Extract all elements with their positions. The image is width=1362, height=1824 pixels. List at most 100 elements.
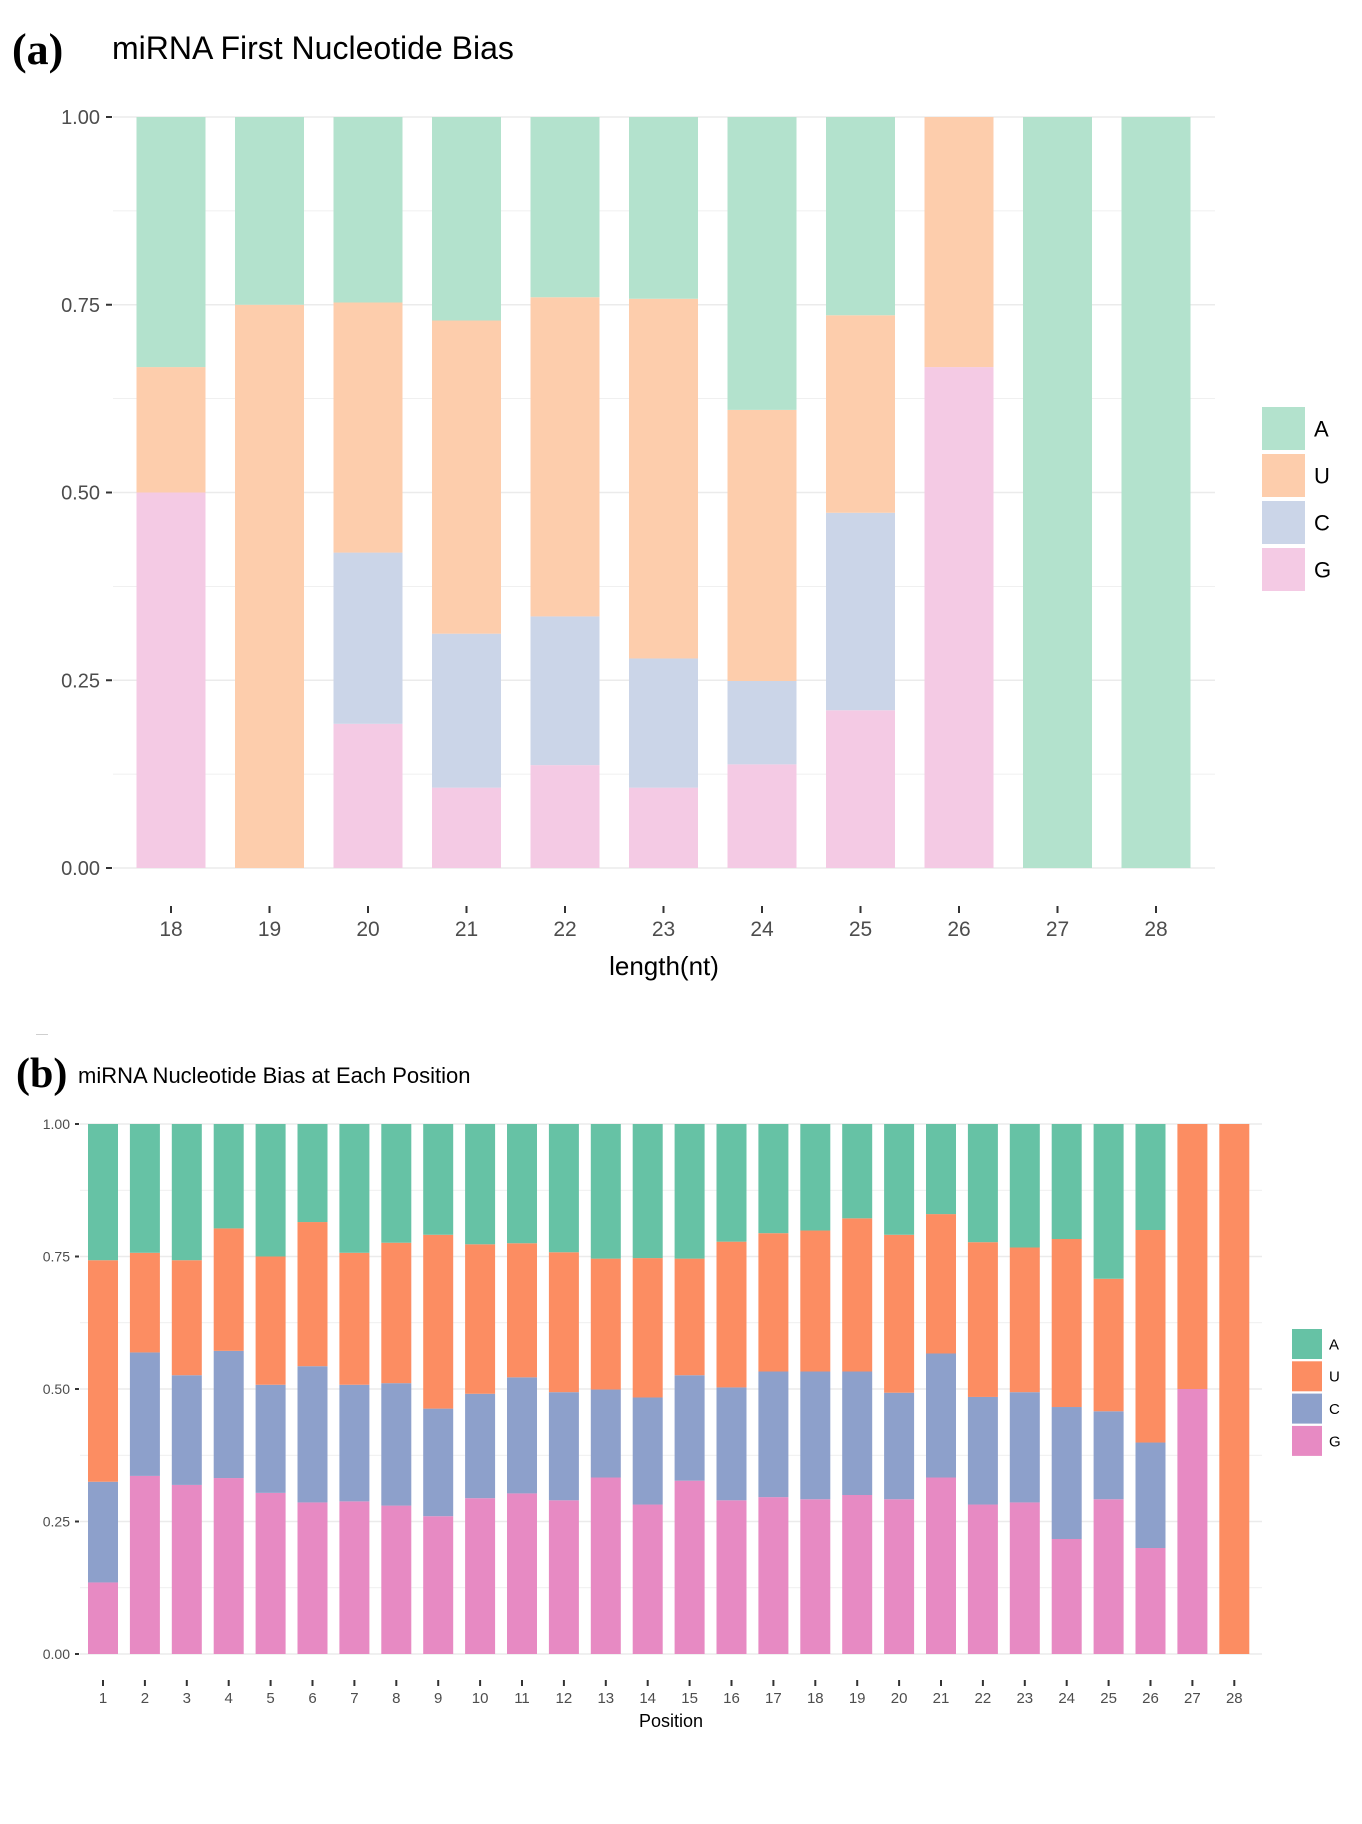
- x-tick-label: 25: [849, 918, 872, 941]
- bar-segment-c: [629, 658, 698, 788]
- bar-segment-a: [926, 1124, 956, 1215]
- bar-segment-a: [255, 1124, 286, 1257]
- bar-segment-a: [297, 1124, 328, 1223]
- bar-segment-c: [632, 1397, 663, 1505]
- bar-segment-u: [1219, 1124, 1250, 1654]
- x-tick-label: 7: [350, 1690, 358, 1707]
- bar-segment-a: [465, 1124, 496, 1245]
- bar-segment-a: [716, 1124, 747, 1242]
- x-tick-label: 13: [597, 1690, 614, 1707]
- bar-segment-a: [88, 1124, 118, 1261]
- bar-segment-g: [213, 1478, 244, 1654]
- bar-segment-g: [297, 1502, 328, 1654]
- x-tick-label: 24: [750, 918, 774, 941]
- legend-key-a: [1292, 1329, 1322, 1359]
- bar-segment-a: [171, 1124, 202, 1261]
- bar-segment-a: [800, 1124, 831, 1231]
- y-tick-label: 0.75: [61, 295, 100, 317]
- legend-label: U: [1314, 463, 1330, 488]
- bar-segment-c: [381, 1383, 412, 1506]
- bar-segment-u: [674, 1258, 705, 1376]
- legend-key-g: [1292, 1425, 1322, 1456]
- bar-segment-c: [129, 1352, 160, 1476]
- bar-segment-a: [1093, 1124, 1124, 1279]
- bar-segment-u: [967, 1242, 998, 1397]
- y-tick-label: 0.00: [43, 1646, 70, 1662]
- x-tick-label: 18: [807, 1690, 824, 1707]
- bar-segment-g: [423, 1516, 454, 1654]
- x-tick-label: 19: [849, 1690, 866, 1707]
- bar-segment-u: [297, 1222, 328, 1367]
- bar-segment-a: [629, 117, 698, 299]
- y-tick-label: 1.00: [61, 107, 100, 129]
- bar-segment-u: [1009, 1247, 1040, 1393]
- bar-segment-a: [235, 117, 304, 305]
- bar-segment-c: [727, 681, 797, 765]
- bar-segment-a: [1023, 117, 1092, 868]
- bar-segment-a: [884, 1124, 915, 1235]
- x-tick-label: 11: [514, 1690, 530, 1707]
- bar-segment-g: [1009, 1502, 1040, 1654]
- bar-segment-a: [1009, 1124, 1040, 1248]
- bar-segment-u: [507, 1243, 537, 1378]
- y-tick-label: 0.50: [61, 483, 100, 505]
- bar-segment-g: [800, 1499, 831, 1654]
- bar-segment-a: [423, 1124, 454, 1235]
- x-tick-label: 28: [1144, 918, 1167, 941]
- bar-segment-g: [884, 1499, 915, 1654]
- bar-segment-a: [432, 117, 501, 321]
- y-tick-label: 0.00: [61, 858, 100, 880]
- x-tick-label: 20: [356, 918, 379, 941]
- legend-key-u: [1292, 1361, 1322, 1392]
- x-tick-label: 18: [159, 918, 182, 941]
- bar-segment-u: [423, 1234, 454, 1409]
- y-tick-label: 0.25: [61, 670, 100, 692]
- bar-segment-u: [465, 1244, 496, 1394]
- legend-key-c: [1262, 501, 1305, 544]
- bar-segment-g: [967, 1504, 998, 1654]
- x-axis-title: Position: [639, 1711, 703, 1731]
- bar-segment-c: [884, 1392, 915, 1500]
- legend-label: A: [1314, 416, 1329, 441]
- bar-segment-c: [716, 1387, 747, 1501]
- bar-segment-u: [1135, 1230, 1166, 1443]
- bar-segment-a: [136, 117, 206, 368]
- bar-segment-g: [333, 723, 403, 868]
- bar-segment-c: [530, 616, 600, 766]
- bar-segment-c: [423, 1408, 454, 1517]
- x-tick-label: 22: [975, 1690, 992, 1707]
- x-tick-label: 23: [652, 918, 675, 941]
- y-tick-label: 0.50: [43, 1381, 70, 1397]
- bar-segment-u: [530, 297, 600, 617]
- bar-segment-g: [758, 1497, 789, 1654]
- bar-segment-g: [339, 1501, 370, 1654]
- bar-segment-u: [758, 1233, 789, 1372]
- x-tick-label: 23: [1016, 1690, 1033, 1707]
- legend-label: C: [1329, 1401, 1340, 1418]
- chart-b: 0.000.250.500.751.001 2 3 4 5 6 7 8 9 10 11 12 13 14 1…: [43, 1116, 1341, 1731]
- bar-segment-c: [465, 1393, 496, 1499]
- x-tick-label: 1: [99, 1690, 107, 1707]
- bar-segment-a: [129, 1124, 160, 1253]
- bar-segment-a: [632, 1124, 663, 1259]
- bar-segment-a: [1051, 1124, 1082, 1240]
- x-tick-label: 26: [947, 918, 970, 941]
- bar-segment-g: [926, 1477, 956, 1654]
- bar-segment-a: [381, 1124, 412, 1243]
- bar-segment-u: [548, 1252, 579, 1393]
- legend-label: A: [1329, 1336, 1339, 1353]
- legend-label: G: [1314, 557, 1331, 582]
- x-tick-label: 24: [1058, 1690, 1075, 1707]
- bar-segment-u: [333, 302, 403, 553]
- bar-segment-g: [432, 787, 501, 868]
- bar-segment-u: [884, 1234, 915, 1393]
- x-tick-label: 27: [1184, 1690, 1201, 1707]
- bar-segment-u: [800, 1230, 831, 1372]
- x-tick-label: 21: [933, 1690, 950, 1707]
- legend-key-u: [1262, 454, 1305, 497]
- x-tick-label: 27: [1046, 918, 1069, 941]
- legend-key-c: [1292, 1393, 1322, 1424]
- x-tick-label: 8: [392, 1690, 400, 1707]
- bar-segment-c: [255, 1384, 286, 1493]
- x-tick-label: 6: [308, 1690, 316, 1707]
